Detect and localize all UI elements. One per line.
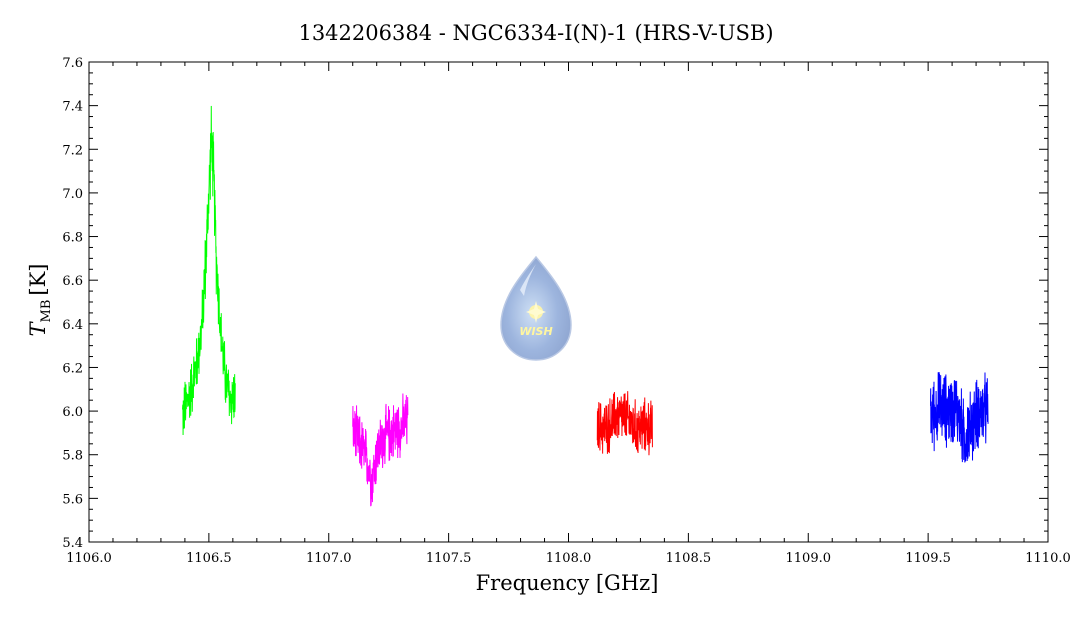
y-tick-label: 6.8 <box>62 231 83 246</box>
x-tick-label: 1109.5 <box>905 551 951 566</box>
y-tick-label: 6.2 <box>62 361 83 376</box>
y-tick-label: 6.0 <box>62 405 83 420</box>
x-tick-label: 1106.5 <box>186 551 232 566</box>
y-tick-label: 7.2 <box>62 143 83 158</box>
watermark-logo: WISH <box>500 255 572 361</box>
chart-title: 1342206384 - NGC6334-I(N)-1 (HRS-V-USB) <box>298 21 773 45</box>
x-tick-label: 1108.5 <box>666 551 712 566</box>
y-tick-label: 7.0 <box>62 187 83 202</box>
spectrum-series-3 <box>596 391 653 456</box>
spectrum-series-2 <box>352 393 409 507</box>
y-tick-label: 7.4 <box>62 100 83 115</box>
axes-layer: 1106.0 1106.5 1107.0 1107.5 1108.0 1108.5 1109… <box>62 56 1070 566</box>
y-tick-label: 5.8 <box>62 449 83 464</box>
x-tick-label: 1107.5 <box>426 551 472 566</box>
y-tick-label: 6.6 <box>62 274 83 289</box>
x-tick-label: 1110.0 <box>1025 551 1071 566</box>
x-axis-label: Frequency [GHz] <box>476 571 659 595</box>
y-axis-label-unit: [K] <box>26 264 50 296</box>
x-tick-label: 1106.0 <box>66 551 112 566</box>
y-tick-label: 5.4 <box>62 536 83 551</box>
x-tick-label: 1107.0 <box>306 551 352 566</box>
y-axis-label-main: T <box>26 320 50 336</box>
series-layer <box>182 105 989 507</box>
spectrum-series-1 <box>182 105 236 436</box>
spectrum-series-4 <box>930 372 989 463</box>
watermark-label: WISH <box>519 325 552 338</box>
y-tick-label: 5.6 <box>62 492 83 507</box>
plot-frame <box>88 61 1049 543</box>
y-tick-label: 6.4 <box>62 318 83 333</box>
x-tick-label: 1109.0 <box>786 551 832 566</box>
y-axis-label: TMB [K] <box>26 264 54 337</box>
x-tick-label: 1108.0 <box>546 551 592 566</box>
y-tick-label: 7.6 <box>62 56 83 71</box>
y-axis-label-sub: MB <box>39 300 54 323</box>
